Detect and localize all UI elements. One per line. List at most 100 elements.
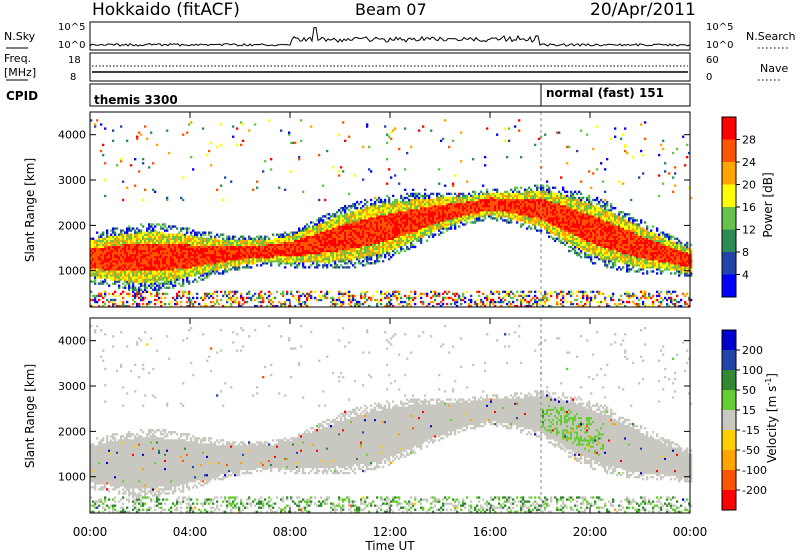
power-cell <box>290 231 293 234</box>
power-cell <box>224 253 227 257</box>
power-cell <box>206 294 209 298</box>
power-cell <box>296 241 299 245</box>
power-cell <box>386 249 389 253</box>
power-cell <box>228 296 231 300</box>
power-cell <box>106 229 109 232</box>
power-cell <box>270 298 273 302</box>
power-cell <box>116 243 119 247</box>
power-cell <box>176 237 179 240</box>
power-cell <box>154 247 157 251</box>
power-cell <box>202 249 205 253</box>
power-cell <box>238 241 241 245</box>
power-cell <box>232 235 235 238</box>
power-cell <box>168 270 171 273</box>
power-cell <box>370 229 373 232</box>
power-cell <box>126 270 129 273</box>
power-cell <box>156 255 159 259</box>
power-cell <box>192 249 195 253</box>
power-cell <box>328 219 331 222</box>
power-cell <box>440 231 443 234</box>
nsky-trace <box>89 27 691 47</box>
power-cell <box>408 225 411 228</box>
power-cell <box>228 253 231 257</box>
power-cell <box>406 151 409 155</box>
power-cell <box>242 241 245 245</box>
power-cell <box>356 302 359 306</box>
power-cell <box>252 258 255 261</box>
power-cell <box>392 243 395 247</box>
power-cell <box>182 247 185 251</box>
power-cell <box>384 235 387 238</box>
power-cell <box>188 298 191 302</box>
power-cell <box>322 229 325 232</box>
power-cell <box>294 304 297 308</box>
power-cell <box>118 304 121 308</box>
power-cell <box>140 253 143 257</box>
power-cell <box>90 272 93 275</box>
power-cell <box>126 282 129 285</box>
power-cell <box>388 253 391 257</box>
power-cell <box>418 196 421 200</box>
power-cell <box>348 219 351 222</box>
power-cell <box>94 296 97 300</box>
power-cell <box>438 229 441 232</box>
power-cell <box>212 251 215 255</box>
power-cell <box>372 262 375 265</box>
power-cell <box>402 209 405 212</box>
power-cell <box>120 258 123 261</box>
power-cell <box>204 292 207 296</box>
power-cell <box>312 241 315 245</box>
power-cell <box>184 251 187 255</box>
power-cell <box>280 249 283 253</box>
power-cell <box>156 292 159 296</box>
power-cell <box>196 237 199 240</box>
power-cell <box>138 260 141 263</box>
power-cell <box>380 225 383 228</box>
power-cell <box>104 278 107 281</box>
power-cell <box>120 278 123 281</box>
power-cell <box>334 302 337 306</box>
power-cell <box>240 239 243 242</box>
power-cell <box>100 276 103 279</box>
power-cell <box>332 229 335 232</box>
power-cell <box>366 255 369 259</box>
power-cell <box>378 245 381 249</box>
power-cell <box>404 231 407 234</box>
power-cell <box>166 286 169 289</box>
power-cell <box>422 229 425 232</box>
power-cell <box>100 274 103 277</box>
power-cell <box>342 217 345 220</box>
power-cell <box>328 251 331 255</box>
power-cell <box>124 262 127 265</box>
power-cell <box>162 264 165 267</box>
power-cell <box>114 264 117 267</box>
power-cell <box>406 304 409 308</box>
power-cell <box>94 251 97 255</box>
power-cell <box>426 198 429 202</box>
power-cell <box>144 188 147 191</box>
power-cell <box>158 288 161 291</box>
power-cell <box>282 237 285 240</box>
power-cell <box>94 241 97 245</box>
power-cell <box>278 264 281 267</box>
power-cell <box>244 253 247 257</box>
power-cell <box>460 213 463 216</box>
power-cell <box>260 239 263 242</box>
power-cell <box>256 260 259 263</box>
power-cell <box>376 251 379 255</box>
power-cell <box>210 292 213 296</box>
power-cell <box>354 245 357 249</box>
power-cell <box>132 235 135 238</box>
power-cell <box>188 251 191 255</box>
power-cell <box>328 262 331 265</box>
power-cell <box>320 239 323 242</box>
power-cell <box>406 204 409 208</box>
power-cell <box>444 200 447 204</box>
power-cell <box>108 258 111 261</box>
power-cell <box>310 258 313 261</box>
power-cell <box>368 233 371 236</box>
power-cell <box>438 196 441 200</box>
power-cell <box>392 235 395 238</box>
power-cell <box>420 292 423 296</box>
power-cell <box>120 268 123 271</box>
